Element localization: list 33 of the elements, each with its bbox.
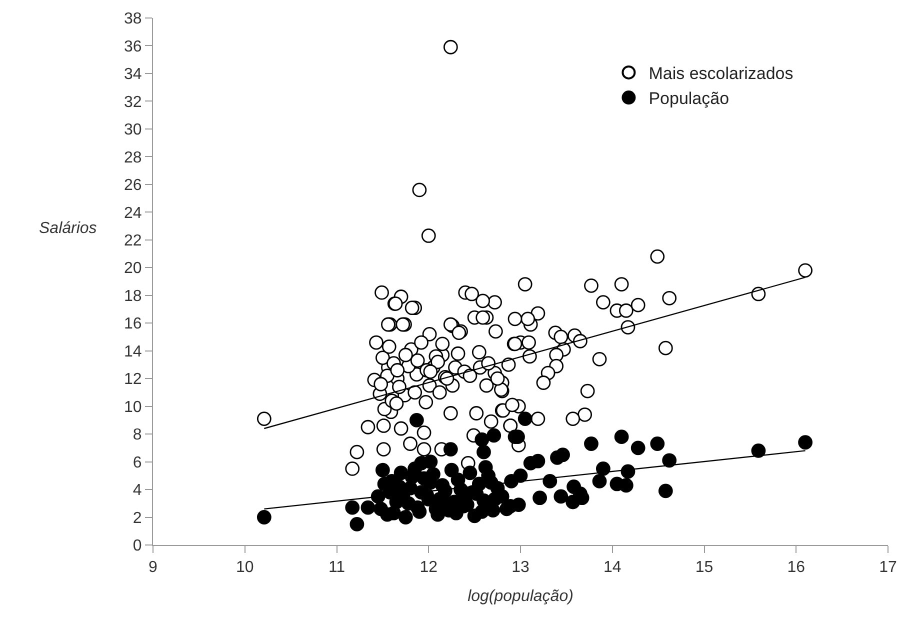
x-tick-label: 9	[148, 559, 158, 576]
y-tick-label: 14	[124, 343, 142, 360]
x-tick-label: 14	[603, 559, 622, 576]
y-tick-label: 10	[124, 398, 142, 416]
x-axis-title: log(população)	[468, 588, 574, 605]
y-tick-label: 18	[124, 288, 142, 305]
y-tick-label: 28	[124, 149, 142, 166]
y-tick-label: 6	[132, 454, 142, 472]
y-tick-label: 34	[124, 66, 142, 84]
y-tick-label: 12	[124, 371, 142, 388]
y-tick-label: 24	[124, 204, 142, 222]
y-tick-label: 4	[132, 482, 142, 500]
y-tick-label: 8	[132, 426, 142, 444]
x-tick-label: 15	[695, 559, 714, 576]
y-axis-title: Salários	[39, 220, 97, 237]
x-tick-label: 13	[512, 559, 530, 576]
x-tick-label: 11	[328, 559, 346, 576]
x-tick-label: 12	[420, 559, 438, 576]
y-tick-label: 38	[124, 10, 142, 28]
y-tick-label: 36	[124, 38, 142, 56]
y-tick-label: 22	[124, 232, 142, 250]
y-tick-label: 0	[132, 538, 142, 555]
y-tick-label: 20	[124, 260, 142, 278]
x-tick-label: 17	[879, 559, 897, 576]
y-tick-label: 32	[124, 94, 142, 111]
y-tick-label: 2	[132, 510, 142, 527]
legend-label: População	[648, 89, 730, 108]
legend-label: Mais escolarizados	[648, 64, 794, 84]
y-tick-label: 30	[124, 122, 142, 139]
x-tick-label: 16	[787, 559, 806, 576]
x-tick-label: 10	[236, 559, 254, 576]
y-tick-label: 26	[124, 177, 142, 194]
y-tick-label: 16	[124, 316, 142, 333]
